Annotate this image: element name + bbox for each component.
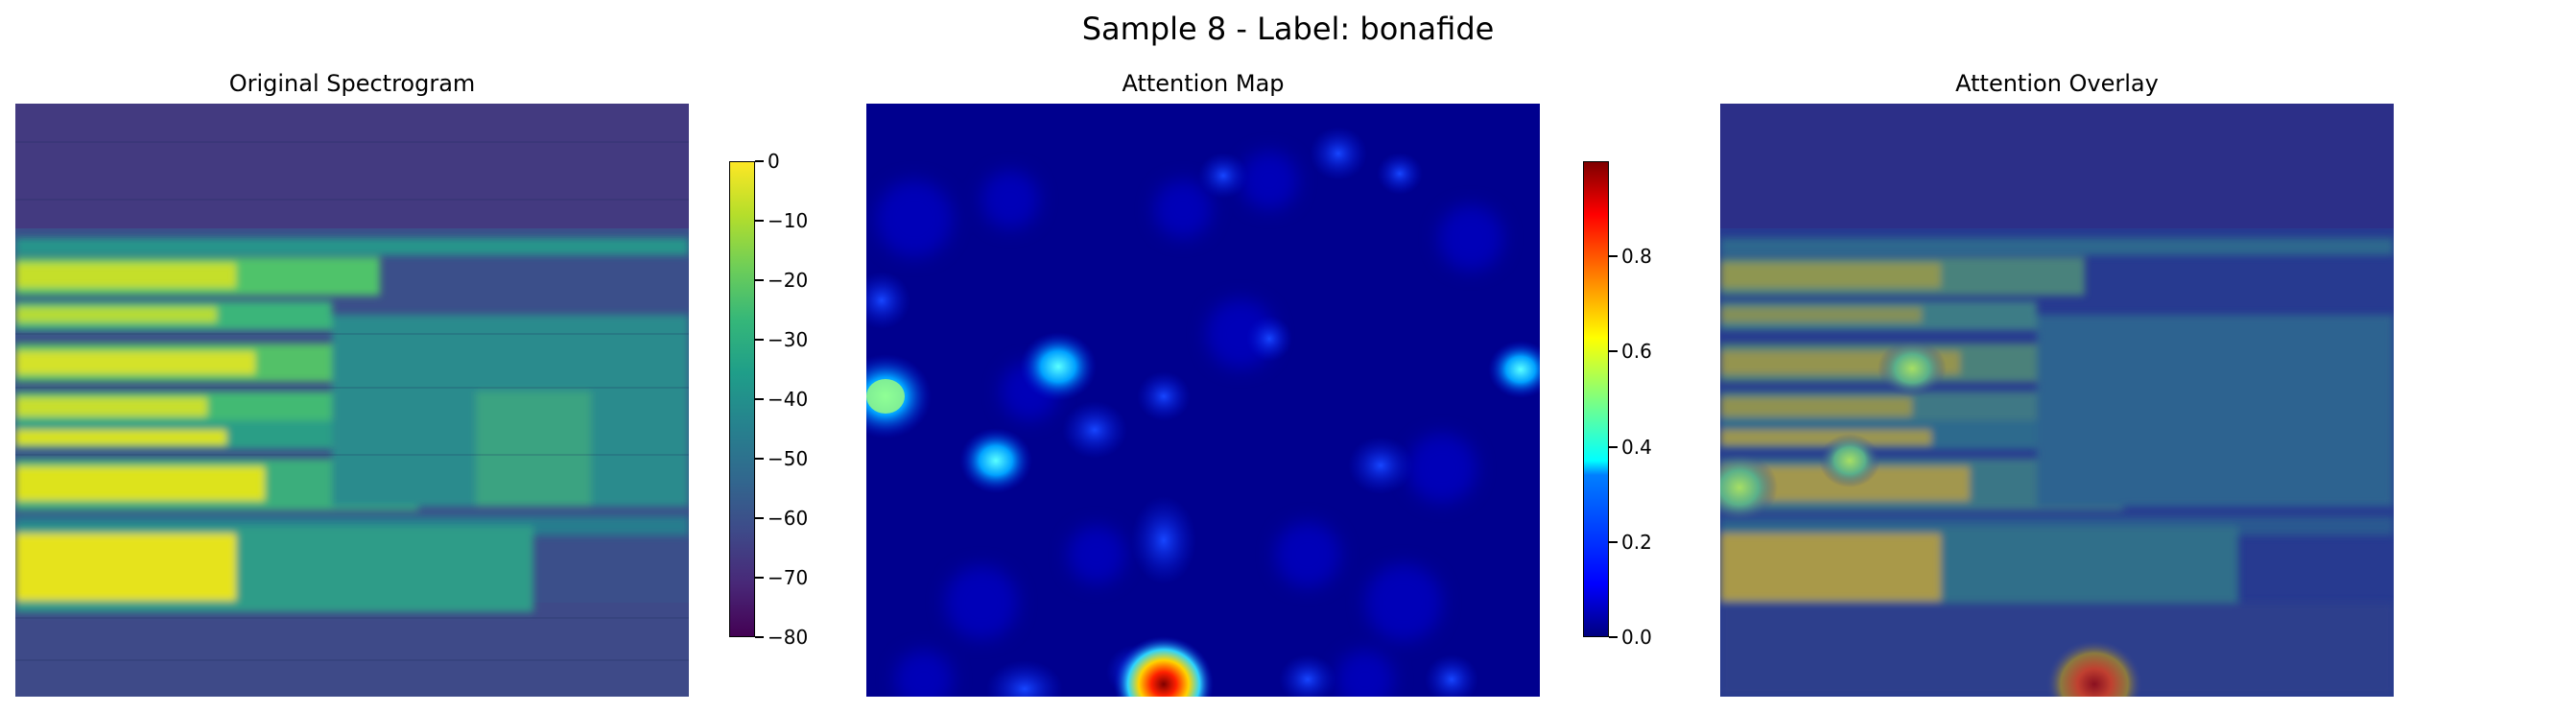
attention-map-title: Attention Map	[1122, 70, 1285, 97]
colorbar-tick	[755, 636, 764, 638]
colorbar-tick	[755, 220, 764, 222]
colorbar-tick	[755, 398, 764, 400]
colorbar-tick	[1609, 445, 1618, 448]
colorbar-tick-label: −60	[768, 507, 809, 530]
colorbar-tick-label: 0.0	[1621, 626, 1652, 649]
spectrogram-image	[15, 104, 689, 697]
colorbar-tick-label: −40	[768, 388, 809, 411]
colorbar-tick	[755, 458, 764, 460]
colorbar-tick	[755, 279, 764, 281]
colorbar-tick-label: 0	[768, 150, 780, 173]
colorbar-tick	[1609, 350, 1618, 353]
colorbar-tick-label: −30	[768, 328, 809, 351]
attention-overlay-image	[1720, 104, 2394, 697]
colorbar-tick-label: −20	[768, 269, 809, 292]
colorbar-tick-label: 0.6	[1621, 340, 1652, 364]
spectrogram-title: Original Spectrogram	[228, 70, 476, 97]
spectrogram-colorbar	[729, 161, 755, 637]
overlay-title: Attention Overlay	[1955, 70, 2159, 97]
colorbar-tick-label: −10	[768, 209, 809, 232]
attention-colorbar	[1583, 161, 1609, 637]
colorbar-tick-label: −80	[768, 626, 809, 649]
colorbar-tick	[1609, 255, 1618, 258]
colorbar-tick	[1609, 636, 1618, 638]
colorbar-tick	[755, 339, 764, 341]
colorbar-tick-label: −70	[768, 566, 809, 589]
colorbar-tick	[755, 160, 764, 162]
colorbar-tick	[1609, 540, 1618, 543]
colorbar-tick-label: 0.2	[1621, 530, 1652, 554]
attention-map-image	[866, 104, 1540, 697]
colorbar-tick	[755, 517, 764, 519]
colorbar-tick-label: 0.4	[1621, 435, 1652, 459]
colorbar-tick-label: −50	[768, 447, 809, 470]
figure-suptitle: Sample 8 - Label: bonafide	[1081, 11, 1495, 47]
colorbar-tick	[755, 577, 764, 579]
colorbar-tick-label: 0.8	[1621, 245, 1652, 269]
